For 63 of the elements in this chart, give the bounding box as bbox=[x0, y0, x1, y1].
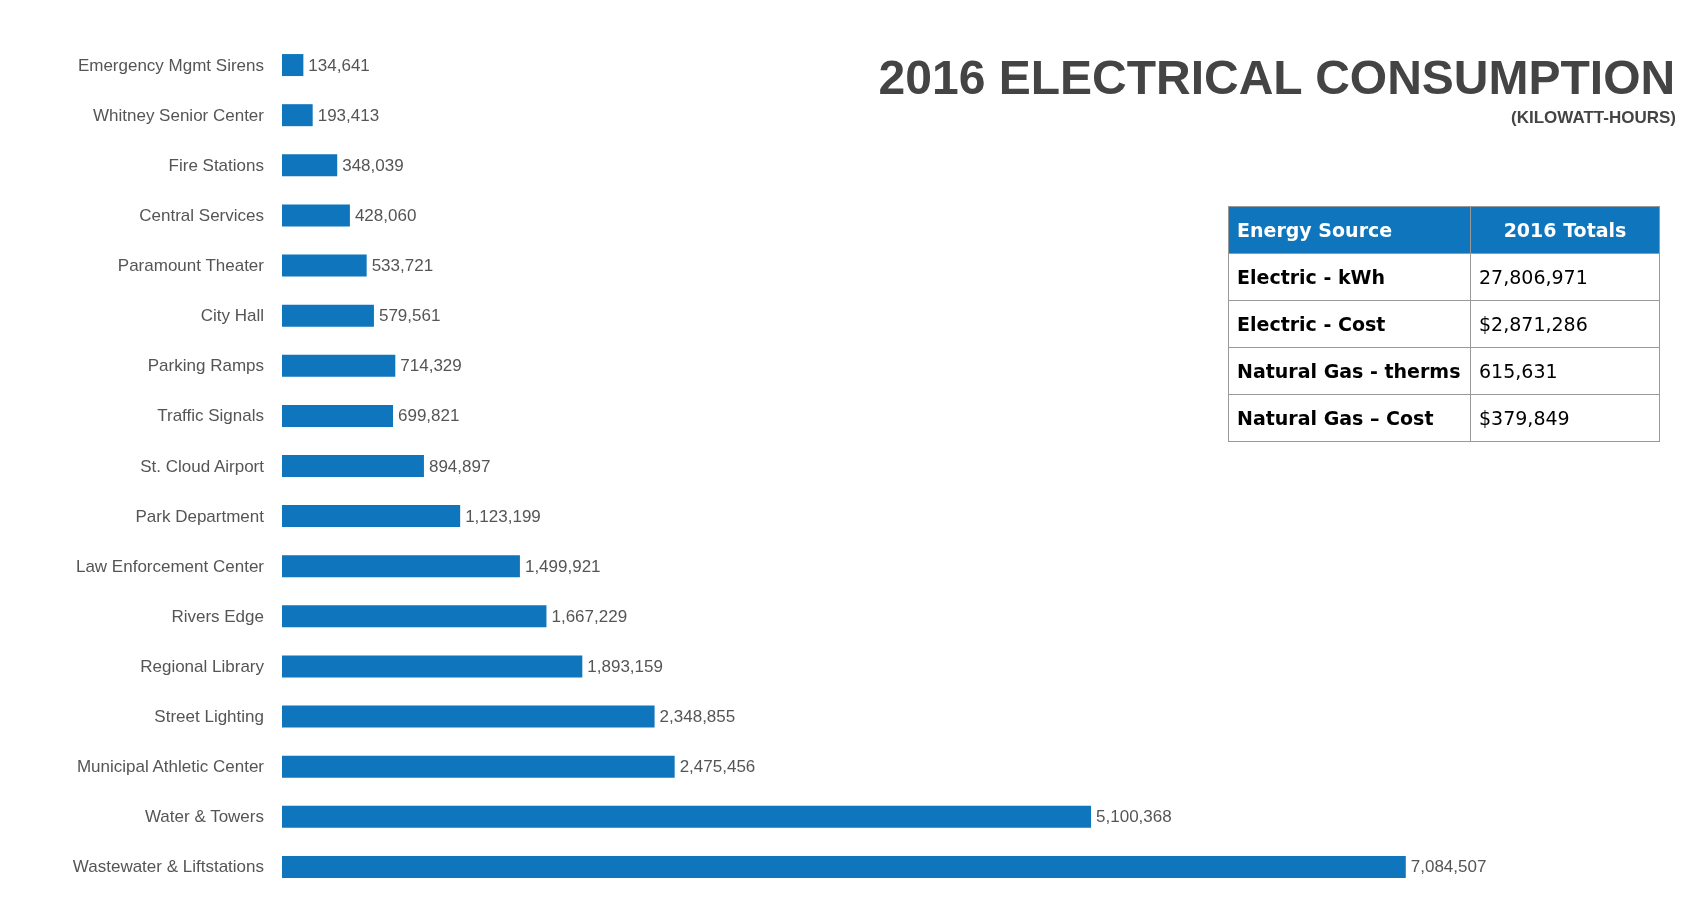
y-tick-label: Parking Ramps bbox=[147, 356, 264, 376]
data-label: 699,821 bbox=[398, 406, 460, 426]
data-label: 7,084,507 bbox=[1410, 857, 1487, 877]
data-label: 894,897 bbox=[428, 456, 491, 476]
data-label: 579,561 bbox=[378, 306, 441, 326]
text: $379,849 bbox=[1479, 407, 1570, 429]
annotation: Natural Gas – Cost bbox=[1228, 394, 1471, 442]
y-tick-label: City Hall bbox=[200, 306, 264, 326]
y-tick-label: Law Enforcement Center bbox=[75, 556, 265, 576]
bar bbox=[282, 104, 313, 127]
bar bbox=[282, 705, 655, 728]
data-label: 348,039 bbox=[342, 155, 404, 175]
bar bbox=[282, 54, 304, 77]
bar bbox=[282, 254, 367, 277]
bar bbox=[282, 354, 396, 377]
bar bbox=[282, 154, 338, 177]
y-tick-label: Wastewater & Liftstations bbox=[72, 857, 264, 877]
y-tick-label: Park Department bbox=[135, 506, 265, 526]
y-tick-label: Water & Towers bbox=[144, 807, 264, 827]
y-tick-label: Paramount Theater bbox=[117, 256, 265, 276]
data-label: 134,641 bbox=[308, 55, 370, 75]
bar bbox=[282, 805, 1092, 828]
data-label: 1,123,199 bbox=[465, 506, 541, 526]
annotation: Electric - kWh bbox=[1228, 253, 1471, 301]
y-tick-label: Fire Stations bbox=[168, 155, 264, 175]
data-label: 2,475,456 bbox=[679, 757, 756, 777]
data-label: 1,667,229 bbox=[551, 606, 628, 626]
annotation: Electric - Cost bbox=[1228, 300, 1471, 348]
y-tick-label: Emergency Mgmt Sirens bbox=[77, 55, 264, 75]
data-label: 533,721 bbox=[371, 256, 434, 276]
data-label: 1,893,159 bbox=[587, 656, 663, 676]
text: 615,631 bbox=[1479, 360, 1558, 382]
text: (KILOWATT-HOURS) bbox=[1511, 108, 1676, 127]
annotation: Energy Source bbox=[1228, 206, 1471, 254]
y-tick-label: Street Lighting bbox=[154, 707, 264, 727]
data-label: 5,100,368 bbox=[1096, 807, 1172, 827]
bar bbox=[282, 855, 1406, 878]
data-label: 428,060 bbox=[354, 205, 417, 225]
bar bbox=[282, 304, 374, 327]
y-tick-label: Central Services bbox=[139, 205, 264, 225]
data-label: 1,499,921 bbox=[524, 556, 601, 576]
bar bbox=[282, 605, 547, 628]
y-tick-label: Rivers Edge bbox=[171, 606, 264, 626]
bar bbox=[282, 655, 583, 678]
bar bbox=[282, 555, 520, 578]
y-tick-label: Regional Library bbox=[140, 656, 265, 676]
data-label: 2,348,855 bbox=[659, 707, 736, 727]
bar bbox=[282, 455, 424, 477]
bar bbox=[282, 755, 675, 778]
text: $2,871,286 bbox=[1479, 313, 1588, 335]
y-tick-label: Municipal Athletic Center bbox=[76, 757, 265, 777]
bar bbox=[282, 204, 350, 227]
bar bbox=[282, 404, 394, 427]
y-tick-label: Whitney Senior Center bbox=[92, 105, 265, 125]
chart-title: 2016 ELECTRICAL CONSUMPTION bbox=[878, 50, 1676, 104]
y-tick-label: Traffic Signals bbox=[157, 406, 264, 426]
bar bbox=[282, 505, 461, 528]
annotation: Natural Gas - therms bbox=[1228, 347, 1471, 395]
text: 27,806,971 bbox=[1479, 266, 1588, 288]
y-tick-label: St. Cloud Airport bbox=[140, 456, 265, 476]
text: 2016 Totals bbox=[1503, 219, 1627, 241]
data-label: 193,413 bbox=[317, 105, 380, 125]
data-label: 714,329 bbox=[400, 356, 462, 376]
